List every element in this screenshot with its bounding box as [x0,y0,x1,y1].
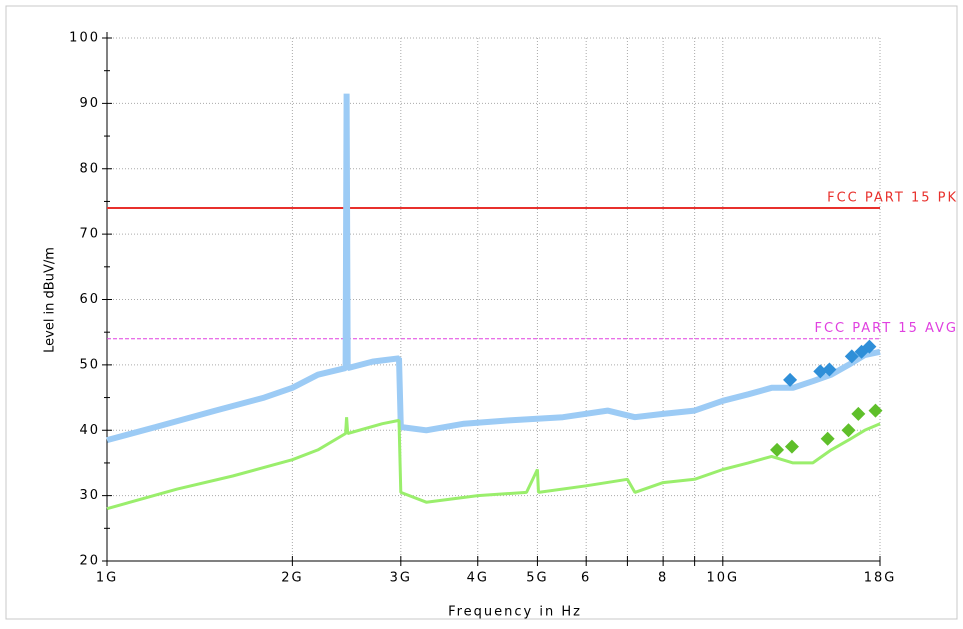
trace [106,417,881,511]
y-tick-label: 80 [79,161,100,176]
limit-label: FCC PART 15 PK [827,190,958,205]
y-tick-label: 70 [79,227,100,242]
y-tick-label: 100 [69,31,100,46]
marker [851,406,866,421]
x-tick-label: 10G [706,571,739,586]
x-tick-label: 18G [864,571,897,586]
y-axis-label: Level in dBuV/m [43,247,58,353]
x-tick-label: 4G [467,571,489,586]
trace [106,93,881,443]
limit-label: FCC PART 15 AVG [814,321,958,336]
marker [820,431,835,446]
y-tick-label: 60 [79,292,100,307]
marker [770,442,785,457]
marker [862,339,877,354]
marker [844,349,859,364]
marker [841,423,856,438]
y-tick-label: 40 [79,423,100,438]
frame [5,5,958,620]
x-tick-label: 1G [96,571,118,586]
x-tick-label: 6 [581,571,591,586]
marker [822,362,837,377]
x-tick-label: 5G [526,571,548,586]
x-axis-label: Frequency in Hz [448,605,582,620]
x-tick-label: 8 [658,571,668,586]
x-tick-label: 3G [390,571,412,586]
y-tick-label: 30 [79,488,100,503]
y-tick-label: 90 [79,96,100,111]
marker [813,364,828,379]
y-tick-label: 50 [79,357,100,372]
marker [784,439,799,454]
x-tick-label: 2G [281,571,303,586]
y-tick-label: 20 [79,554,100,569]
marker [783,372,798,387]
marker [868,403,883,418]
